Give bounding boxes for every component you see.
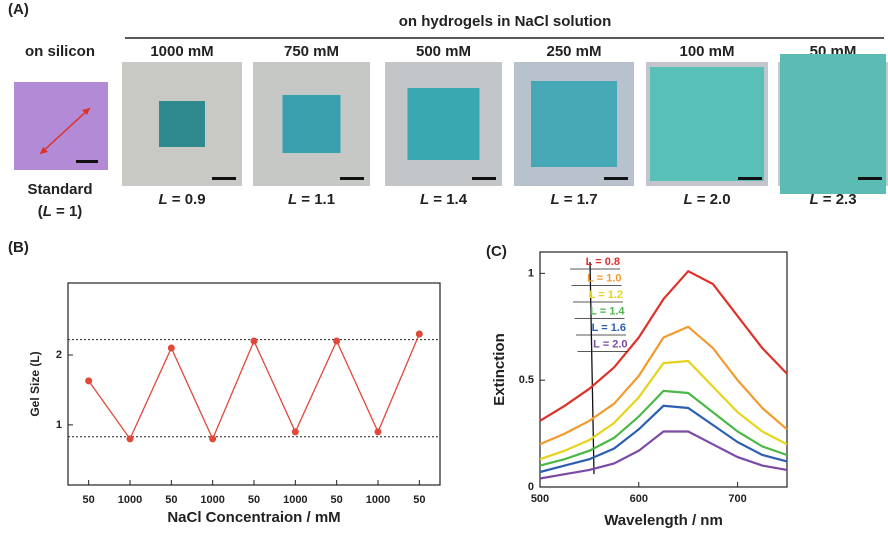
sample-param: L = 0.9: [158, 191, 205, 208]
reference-param: (L = 1): [38, 203, 83, 220]
legend-label: L = 1.6: [592, 322, 626, 334]
sample-param: L = 1.7: [550, 191, 597, 208]
x-tick-label: 50: [331, 494, 343, 506]
param-var: L: [683, 191, 692, 208]
data-point: [250, 337, 258, 345]
sample-title: 1000 mM: [150, 43, 213, 60]
scale-bar: [76, 160, 98, 163]
hydrogel-square: [780, 54, 886, 194]
x-tick-label: 50: [413, 494, 425, 506]
x-tick-label: 1000: [283, 494, 307, 506]
x-tick-label: 1000: [118, 494, 142, 506]
param-var: L: [420, 191, 429, 208]
data-point: [333, 337, 341, 345]
scale-bar: [738, 177, 762, 180]
data-point: [291, 428, 299, 436]
reference-title: on silicon: [25, 43, 95, 60]
x-tick-label: 700: [728, 493, 746, 505]
y-tick-label: 0.5: [519, 374, 534, 386]
arrow-head: [40, 147, 48, 154]
legend-label: L = 0.8: [586, 256, 620, 268]
arrow-head: [82, 108, 90, 115]
data-point: [209, 435, 217, 443]
param-value: = 0.9: [168, 191, 206, 208]
panel-label: (A): [8, 1, 29, 18]
x-tick-label: 50: [248, 494, 260, 506]
sample-title: 250 mM: [546, 43, 601, 60]
arrow: [39, 107, 91, 155]
param-var: L: [809, 191, 818, 208]
plot-frame: [539, 251, 788, 488]
panel-label: (C): [486, 243, 507, 260]
scale-bar: [604, 177, 628, 180]
trend-line: [589, 261, 595, 475]
sample-param: L = 2.0: [683, 191, 730, 208]
panel-label: (B): [8, 239, 29, 256]
param-value: = 1.1: [297, 191, 335, 208]
x-tick-label: 50: [165, 494, 177, 506]
sample-param: L = 2.3: [809, 191, 856, 208]
legend-label: L = 2.0: [593, 338, 627, 350]
sample-param: L = 1.1: [288, 191, 335, 208]
param-value: = 1.4: [429, 191, 468, 208]
x-tick-label: 500: [531, 493, 549, 505]
spectrum-line: [539, 269, 788, 422]
hydrogel-square: [407, 88, 480, 160]
spectrum-line: [539, 359, 788, 461]
scale-bar: [472, 177, 496, 180]
x-tick-label: 1000: [366, 494, 390, 506]
hydrogel-square: [531, 81, 617, 167]
scale-bar: [858, 177, 882, 180]
param-value: = 1): [52, 203, 82, 220]
y-axis-label: Gel Size (L): [28, 351, 42, 416]
y-tick-label: 0: [528, 481, 534, 493]
silicon-photo: [14, 82, 108, 170]
sample-title: 500 mM: [416, 43, 471, 60]
param-value: = 1.7: [560, 191, 598, 208]
x-tick-label: 1000: [200, 494, 224, 506]
hydrogel-square: [650, 67, 764, 181]
legend-label: L = 1.2: [589, 289, 623, 301]
y-tick-label: 2: [56, 349, 62, 361]
plot-frame: [67, 282, 441, 486]
y-tick-label: 1: [56, 419, 62, 431]
data-point: [126, 435, 134, 443]
data-line: [88, 333, 420, 441]
scale-bar: [212, 177, 236, 180]
param-var: L: [288, 191, 297, 208]
param-var: L: [43, 203, 52, 220]
legend-label: L = 1.4: [590, 305, 625, 317]
param-value: = 2.0: [693, 191, 731, 208]
hydrogel-square: [282, 95, 341, 153]
legend-label: L = 1.0: [587, 272, 621, 284]
x-axis-label: Wavelength / nm: [604, 512, 723, 529]
param-var: L: [550, 191, 559, 208]
spectrum-line: [539, 430, 788, 480]
group-title: on hydrogels in NaCl solution: [399, 13, 612, 30]
param-var: L: [158, 191, 167, 208]
sample-param: L = 1.4: [420, 191, 468, 208]
spectrum-line: [539, 389, 788, 467]
x-axis-label: NaCl Concentraion / mM: [167, 509, 340, 526]
x-tick-label: 50: [83, 494, 95, 506]
scale-bar: [340, 177, 364, 180]
sample-title: 750 mM: [284, 43, 339, 60]
y-tick-label: 1: [528, 267, 534, 279]
param-value: = 2.3: [819, 191, 857, 208]
hydrogel-square: [159, 101, 205, 147]
spectrum-line: [539, 404, 788, 474]
x-tick-label: 600: [630, 493, 648, 505]
data-point: [167, 344, 175, 352]
sample-title: 100 mM: [679, 43, 734, 60]
spectrum-line: [539, 325, 788, 446]
paren: (: [38, 203, 43, 220]
data-point: [415, 330, 423, 338]
y-axis-label: Extinction: [491, 333, 508, 406]
data-point: [374, 428, 382, 436]
reference-caption: Standard: [27, 181, 92, 198]
data-point: [85, 377, 93, 385]
